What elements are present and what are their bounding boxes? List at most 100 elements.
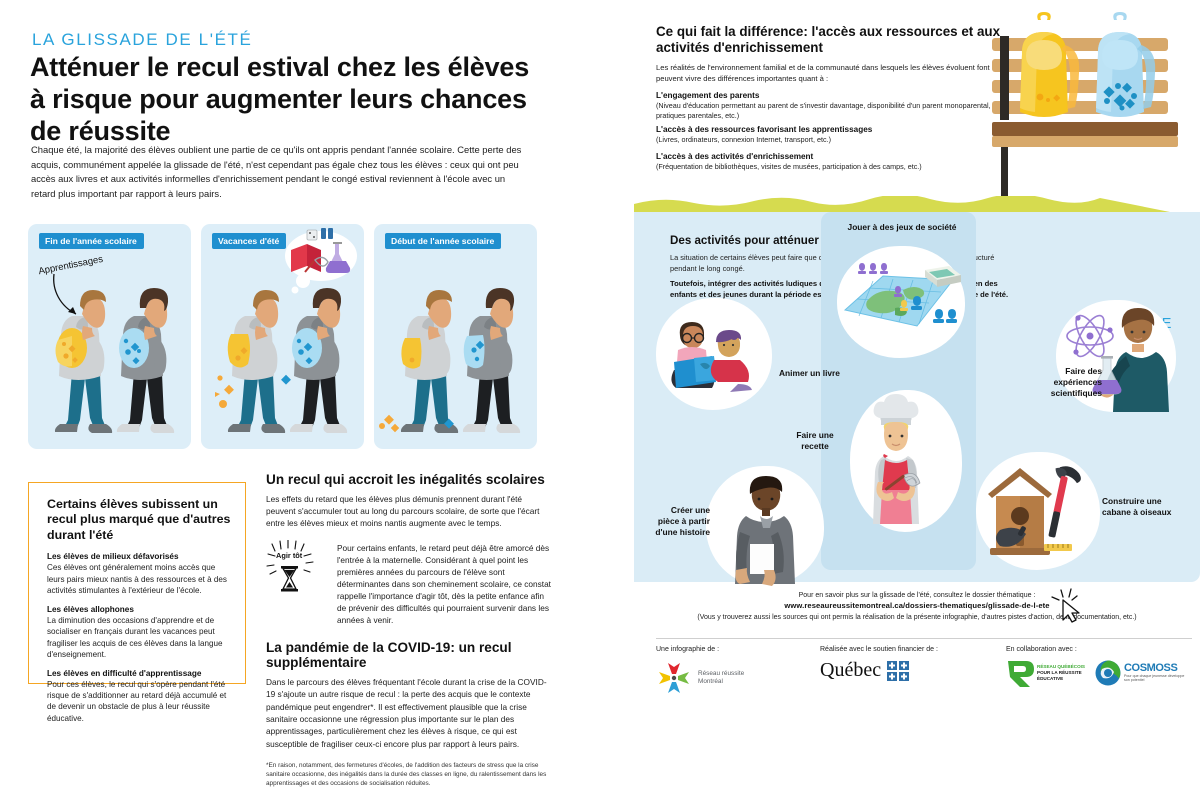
timeline-panels: Fin de l'année scolaire Apprentissages — [28, 224, 538, 449]
logo-group-quebec: Réalisée avec le soutien financier de : … — [820, 646, 990, 682]
teen-with-script-icon — [735, 476, 795, 586]
blue-backpack-icon — [1096, 12, 1156, 117]
panel-label: Vacances d'été — [212, 233, 287, 249]
board-game-icon — [843, 263, 961, 327]
difference-lead: Les réalités de l'environnement familial… — [656, 63, 1031, 84]
children-reading-book-icon — [671, 322, 752, 392]
risk-group-text: La diminution des occasions d'apprendre … — [47, 615, 223, 660]
students-illustration — [54, 288, 175, 433]
card-deck-icon — [925, 266, 961, 287]
more-info-block: Pour en savoir plus sur la glissade de l… — [634, 588, 1200, 623]
ruler-icon — [1044, 544, 1072, 551]
thought-bubble-icon — [285, 228, 357, 294]
panel-label: Début de l'année scolaire — [385, 233, 502, 249]
risk-group-heading: Les élèves allophones — [47, 604, 134, 614]
risk-group-text: Pour ces élèves, le recul qui s'opère pe… — [47, 679, 227, 723]
risk-groups-box: Certains élèves subissent un recul plus … — [28, 482, 246, 723]
difference-item: L'accès à des activités d'enrichissement… — [656, 152, 1046, 172]
eyebrow-label: LA GLISSADE DE L'ÉTÉ — [32, 30, 253, 49]
covid-title: La pandémie de la COVID-19: un recul sup… — [266, 639, 512, 671]
panel-label: Fin de l'année scolaire — [39, 233, 144, 249]
inequality-paragraph: Les effets du retard que les élèves plus… — [266, 493, 540, 529]
difference-text: (Niveau d'éducation permettant au parent… — [656, 101, 1043, 121]
student-blue-keeping — [281, 288, 348, 433]
agir-tot-label: Agir tôt — [276, 550, 303, 560]
logo-caption-3: En collaboration avec : — [1006, 646, 1077, 653]
difference-heading: L'accès à des ressources favorisant les … — [656, 125, 873, 134]
rqre-logo: RÉSEAU QUÉBÉCOIS POUR LA RÉUSSITE ÉDUCAT… — [1006, 659, 1085, 687]
atom-icon — [1066, 314, 1114, 358]
agir-tot-callout: Agir tôt Pour certains enfants, le retar… — [266, 539, 551, 626]
difference-heading: L'engagement des parents — [656, 91, 760, 100]
risk-group-item: Les élèves en difficulté d'apprentissage… — [47, 669, 231, 725]
cosmoss-logo-icon — [1095, 660, 1121, 686]
whisk-icon — [884, 473, 921, 491]
student-yellow-losing — [215, 290, 286, 433]
flask-icon — [325, 242, 351, 273]
risk-group-heading: Les élèves en difficulté d'apprentissage — [47, 668, 202, 678]
logo1-line2: Montréal — [698, 678, 723, 685]
cosmoss-tagline: Pour que chaque jeunesse développe son p… — [1124, 674, 1185, 682]
more-info-line3: (Vous y trouverez aussi les sources qui … — [697, 614, 1137, 621]
student-blue-depleted — [444, 288, 521, 433]
student-blue — [116, 288, 175, 433]
inequality-title: Un recul qui accroit les inégalités scol… — [266, 472, 545, 487]
difference-item: L'accès à des ressources favorisant les … — [656, 125, 1046, 145]
right-column: Ce qui fait la différence: l'accès aux r… — [634, 0, 1200, 730]
agir-tot-text: Pour certains enfants, le retard peut dé… — [337, 542, 551, 625]
difference-text: (Livres, ordinateurs, connexion Internet… — [656, 135, 831, 144]
risk-group-item: Les élèves de milieux défavorisés Ces él… — [47, 552, 231, 596]
yellow-backpack-icon — [1020, 12, 1080, 117]
panel-vacances: Vacances d'été — [201, 224, 364, 449]
quebec-flag-icon — [887, 660, 910, 681]
footer-divider — [656, 638, 1192, 639]
risk-group-heading: Les élèves de milieux défavorisés — [47, 552, 179, 562]
game-pieces — [858, 263, 957, 323]
risk-groups-title: Certains élèves subissent un recul plus … — [47, 497, 231, 542]
logo-caption-1: Une infographie de : — [656, 646, 720, 653]
left-column: LA GLISSADE DE L'ÉTÉ Atténuer le recul e… — [0, 0, 620, 787]
activity-label-cabane-oiseaux: Construire une cabane à oiseaux — [1102, 496, 1172, 517]
students-illustration — [379, 288, 521, 433]
difference-title: Ce qui fait la différence: l'accès aux r… — [656, 24, 1001, 56]
activity-bubble-jeux-societe — [837, 246, 965, 358]
activity-bubble-creer-piece — [706, 466, 824, 586]
panel-fin-annee: Fin de l'année scolaire Apprentissages — [28, 224, 191, 449]
logo-group-infographie: Une infographie de : Réseau réussite — [656, 646, 806, 695]
whisk-icon — [304, 256, 329, 273]
activity-label-animer-livre: Animer un livre — [779, 368, 840, 378]
logo-caption-2: Réalisée avec le soutien financier de : — [820, 646, 938, 653]
cosmoss-wordmark: COSMOSS — [1124, 662, 1178, 675]
footer-logos: Une infographie de : Réseau réussite — [656, 646, 1196, 716]
students-illustration — [215, 288, 348, 433]
student-yellow-depleted — [379, 290, 459, 433]
logo1-line1: Réseau réussite — [698, 669, 745, 677]
rqre-line2: POUR LA RÉUSSITE — [1037, 670, 1082, 676]
arrow-icon — [53, 273, 77, 315]
risk-group-text: Ces élèves ont généralement moins accès … — [47, 563, 227, 596]
flask-icon — [1092, 356, 1122, 395]
dossier-url-link[interactable]: www.reseaureussitemontreal.ca/dossiers-t… — [784, 601, 1050, 610]
birdhouse-hammer-icon — [988, 466, 1081, 555]
trowel-icon — [996, 526, 1026, 547]
activity-bubble-animer-livre — [656, 298, 772, 410]
bench-backpacks-illustration — [974, 0, 1200, 215]
covid-paragraph: Dans le parcours des élèves fréquentant … — [266, 677, 547, 749]
activity-label-recette: Faire une recette — [796, 430, 834, 451]
activity-label-jeux-societe: Jouer à des jeux de société — [847, 222, 957, 232]
intro-paragraph: Chaque été, la majorité des élèves oubli… — [31, 144, 522, 199]
difference-text: (Fréquentation de bibliothèques, visites… — [656, 162, 922, 171]
activity-label-sciences: Faire des expériences scientifiques — [1050, 366, 1102, 398]
science-flask-atom-icon — [1066, 308, 1169, 412]
hourglass-icon-wrap: Agir tôt — [266, 539, 328, 596]
difference-heading: L'accès à des activités d'enrichissement — [656, 152, 814, 161]
rqre-line1: RÉSEAU QUÉBÉCOIS — [1037, 664, 1085, 670]
quebec-wordmark: Québec — [820, 659, 882, 681]
activity-label-creer-piece: Créer une pièce à partir d'une histoire — [655, 505, 710, 537]
covid-footnote: *En raison, notamment, des fermetures d'… — [266, 761, 547, 788]
reseau-reussite-montreal-logo-icon — [659, 663, 689, 693]
hourglass-glyph — [281, 565, 298, 592]
rqre-line3: ÉDUCATIVE — [1037, 675, 1064, 681]
cosmoss-logo: COSMOSS Pour que chaque jeunesse dévelop… — [1095, 660, 1190, 686]
